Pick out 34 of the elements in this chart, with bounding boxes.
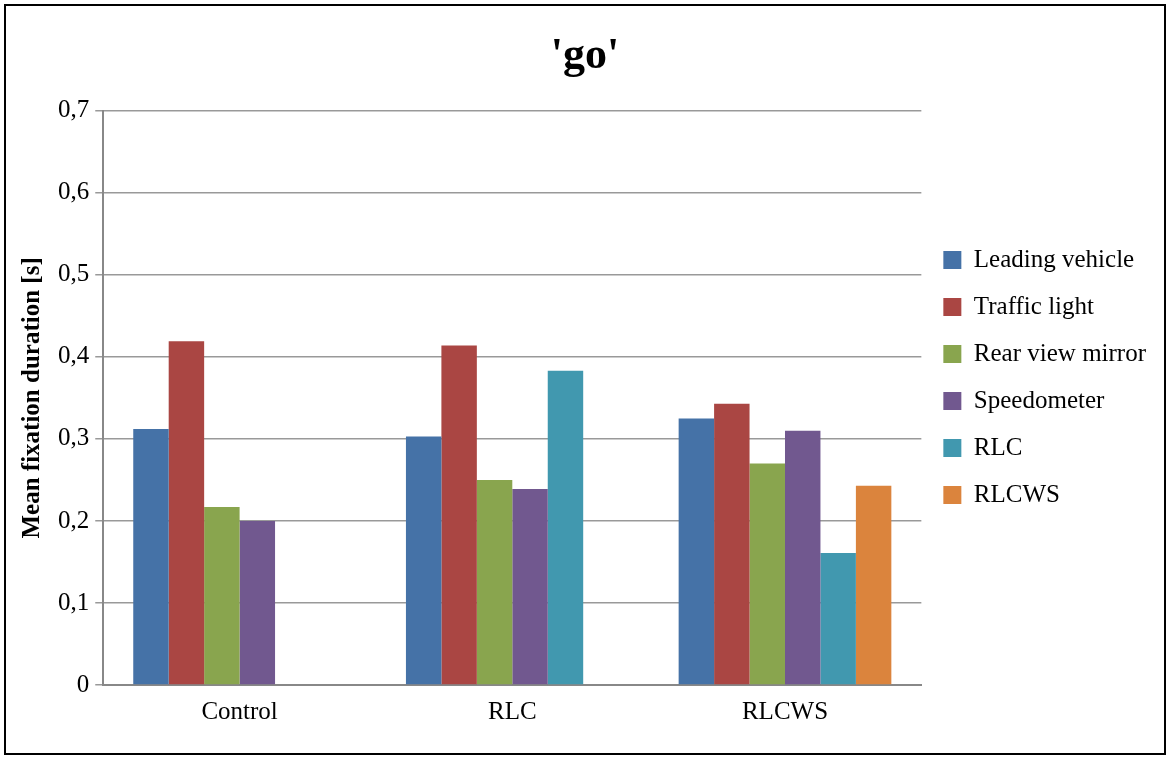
y-axis-title: Mean fixation duration [s]: [17, 257, 45, 539]
bar: [168, 341, 205, 685]
y-tick-label: 0,4: [58, 341, 90, 369]
legend-label: Leading vehicle: [973, 244, 1135, 272]
y-tick-label: 0,5: [58, 259, 90, 287]
legend-label: Traffic light: [973, 291, 1095, 319]
x-tick-label: RLCWS: [741, 696, 829, 724]
bar: [512, 488, 548, 685]
bar: [133, 429, 169, 685]
bar: [204, 507, 240, 685]
y-tick-label: 0,7: [58, 95, 90, 123]
y-tick-label: 0,2: [58, 505, 90, 533]
y-tick-label: 0: [76, 669, 90, 697]
bar: [749, 463, 785, 685]
y-tick-label: 0,1: [58, 587, 90, 615]
bar: [714, 403, 750, 685]
legend-label: RLC: [973, 432, 1023, 460]
bar: [405, 436, 442, 685]
bar: [441, 345, 477, 685]
chart-title: 'go': [550, 28, 620, 78]
x-tick-label: RLC: [487, 696, 537, 724]
bar: [785, 430, 821, 685]
legend-label: Speedometer: [973, 385, 1106, 413]
bar: [476, 479, 513, 685]
y-tick-label: 0,3: [58, 423, 90, 451]
legend-label: RLCWS: [973, 479, 1060, 507]
bar: [678, 418, 715, 685]
x-tick-label: Control: [201, 696, 278, 724]
bar: [239, 520, 276, 685]
bar: [855, 485, 892, 685]
bar: [820, 552, 856, 685]
legend-label: Rear view mirror: [973, 338, 1147, 366]
bar: [547, 370, 584, 685]
y-tick-label: 0,6: [58, 177, 90, 205]
